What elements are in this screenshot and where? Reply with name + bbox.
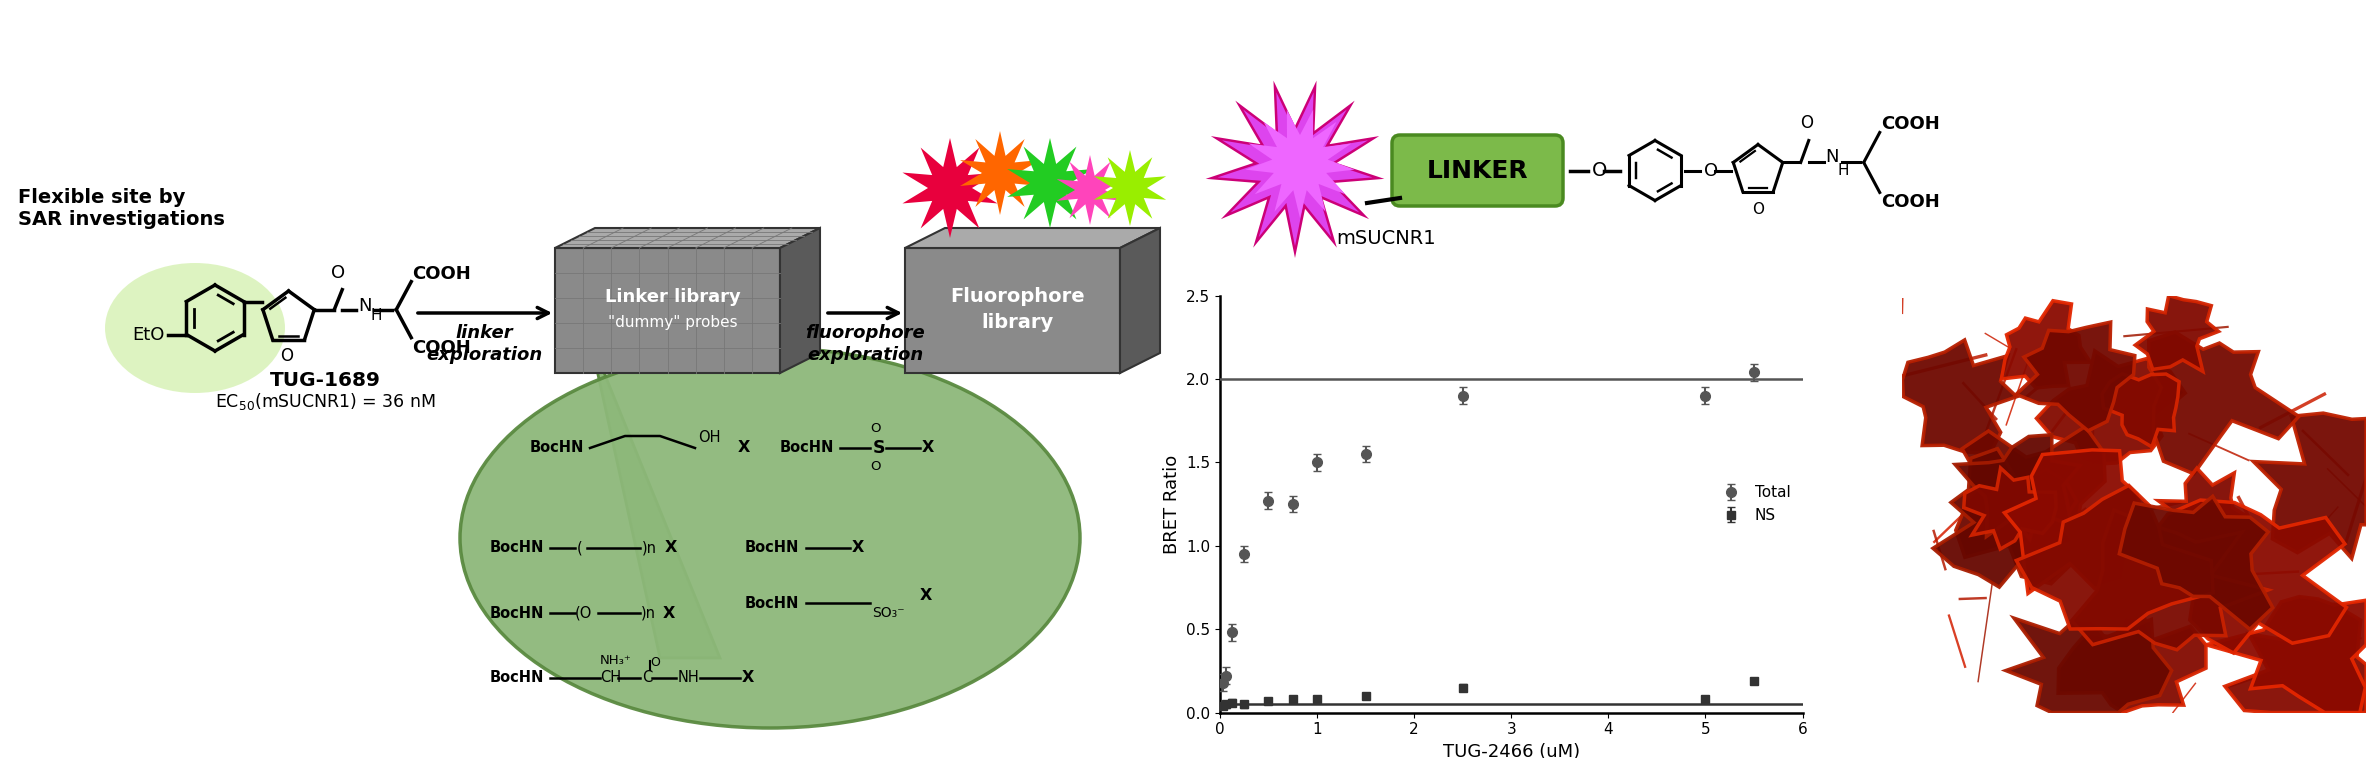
Polygon shape (1964, 468, 2057, 549)
Polygon shape (2119, 496, 2273, 629)
Polygon shape (2147, 500, 2347, 653)
Text: X: X (851, 540, 863, 556)
Polygon shape (1094, 150, 1165, 226)
Polygon shape (1206, 80, 1384, 258)
Text: BocHN: BocHN (530, 440, 585, 456)
Text: library: library (982, 313, 1053, 332)
Text: BocHN: BocHN (780, 440, 835, 456)
Text: Linker library: Linker library (604, 287, 740, 305)
Text: C: C (642, 671, 652, 685)
Polygon shape (590, 338, 721, 658)
Text: X: X (737, 440, 751, 456)
Text: O: O (649, 656, 659, 669)
Text: O: O (870, 459, 880, 472)
Text: COOH: COOH (411, 339, 471, 357)
Polygon shape (2150, 332, 2300, 474)
Y-axis label: BRET Ratio: BRET Ratio (1163, 455, 1179, 553)
Polygon shape (2005, 450, 2150, 594)
Polygon shape (1955, 435, 2081, 539)
Polygon shape (901, 138, 996, 238)
Text: fluorophore: fluorophore (806, 324, 925, 342)
Polygon shape (2226, 604, 2366, 713)
Polygon shape (2102, 374, 2178, 447)
Polygon shape (1218, 92, 1372, 246)
Polygon shape (2071, 510, 2269, 650)
Text: H: H (371, 309, 383, 323)
Text: )n: )n (642, 540, 656, 556)
Polygon shape (2036, 351, 2185, 464)
Polygon shape (780, 228, 820, 373)
Text: O: O (281, 347, 292, 365)
Text: LINKER: LINKER (1427, 158, 1529, 183)
Text: OH: OH (699, 430, 721, 444)
Polygon shape (2017, 322, 2135, 431)
X-axis label: TUG-2466 (uM): TUG-2466 (uM) (1443, 743, 1579, 758)
Text: TUG-1689: TUG-1689 (271, 371, 380, 390)
Polygon shape (1246, 110, 1355, 218)
Text: mSUCNR1: mSUCNR1 (1336, 228, 1436, 248)
Polygon shape (1902, 340, 2017, 454)
Legend: Total, NS: Total, NS (1715, 481, 1795, 528)
Text: H: H (1838, 163, 1850, 178)
Text: COOH: COOH (411, 265, 471, 283)
Text: CH: CH (599, 671, 621, 685)
Text: COOH: COOH (1881, 193, 1940, 211)
Text: S: S (873, 439, 885, 457)
Text: COOH: COOH (1881, 115, 1940, 133)
Polygon shape (1056, 155, 1122, 225)
Text: linker: linker (454, 324, 514, 342)
Polygon shape (961, 131, 1039, 215)
Text: (: ( (578, 540, 583, 556)
Text: BocHN: BocHN (744, 540, 799, 556)
Polygon shape (1933, 449, 2076, 587)
Text: BocHN: BocHN (490, 540, 545, 556)
Polygon shape (2017, 485, 2214, 629)
Text: O: O (1800, 114, 1814, 133)
Text: X: X (742, 671, 754, 685)
Text: NH₃⁺: NH₃⁺ (599, 653, 633, 666)
Polygon shape (906, 228, 1160, 248)
Text: O: O (331, 264, 345, 282)
Polygon shape (1120, 228, 1160, 373)
Text: X: X (663, 606, 675, 621)
Text: Fluorophore: Fluorophore (951, 287, 1084, 306)
Polygon shape (2157, 468, 2250, 560)
Polygon shape (1008, 138, 1094, 228)
Polygon shape (2135, 296, 2219, 371)
Polygon shape (2057, 616, 2207, 713)
Text: O: O (870, 421, 880, 434)
Text: BocHN: BocHN (490, 671, 545, 685)
Text: )n: )n (642, 606, 656, 621)
Polygon shape (2005, 619, 2171, 713)
Text: O: O (1591, 161, 1608, 180)
Text: "dummy" probes: "dummy" probes (609, 315, 737, 330)
FancyBboxPatch shape (1391, 135, 1562, 206)
Polygon shape (554, 248, 780, 373)
Text: BocHN: BocHN (744, 596, 799, 610)
Polygon shape (2002, 301, 2090, 388)
Text: X: X (923, 440, 935, 456)
Text: NH: NH (678, 671, 699, 685)
Polygon shape (906, 248, 1120, 373)
Ellipse shape (459, 348, 1080, 728)
Polygon shape (554, 228, 820, 248)
Text: SO₃⁻: SO₃⁻ (873, 606, 904, 620)
Text: X: X (920, 588, 932, 603)
Polygon shape (2254, 413, 2366, 559)
Text: O: O (1705, 161, 1719, 180)
Text: exploration: exploration (806, 346, 923, 364)
Text: EtO: EtO (133, 325, 164, 343)
Polygon shape (2207, 597, 2366, 713)
Ellipse shape (105, 263, 285, 393)
Text: N: N (359, 296, 371, 315)
Text: exploration: exploration (426, 346, 542, 364)
Text: N: N (1826, 149, 1838, 167)
Text: X: X (666, 540, 678, 556)
Text: BocHN: BocHN (490, 606, 545, 621)
Text: (O: (O (575, 606, 592, 621)
Polygon shape (1955, 427, 2105, 584)
Text: EC$_{50}$(mSUCNR1) = 36 nM: EC$_{50}$(mSUCNR1) = 36 nM (216, 390, 435, 412)
Text: O: O (1753, 202, 1764, 217)
Text: Flexible site by
SAR investigations: Flexible site by SAR investigations (19, 188, 226, 229)
